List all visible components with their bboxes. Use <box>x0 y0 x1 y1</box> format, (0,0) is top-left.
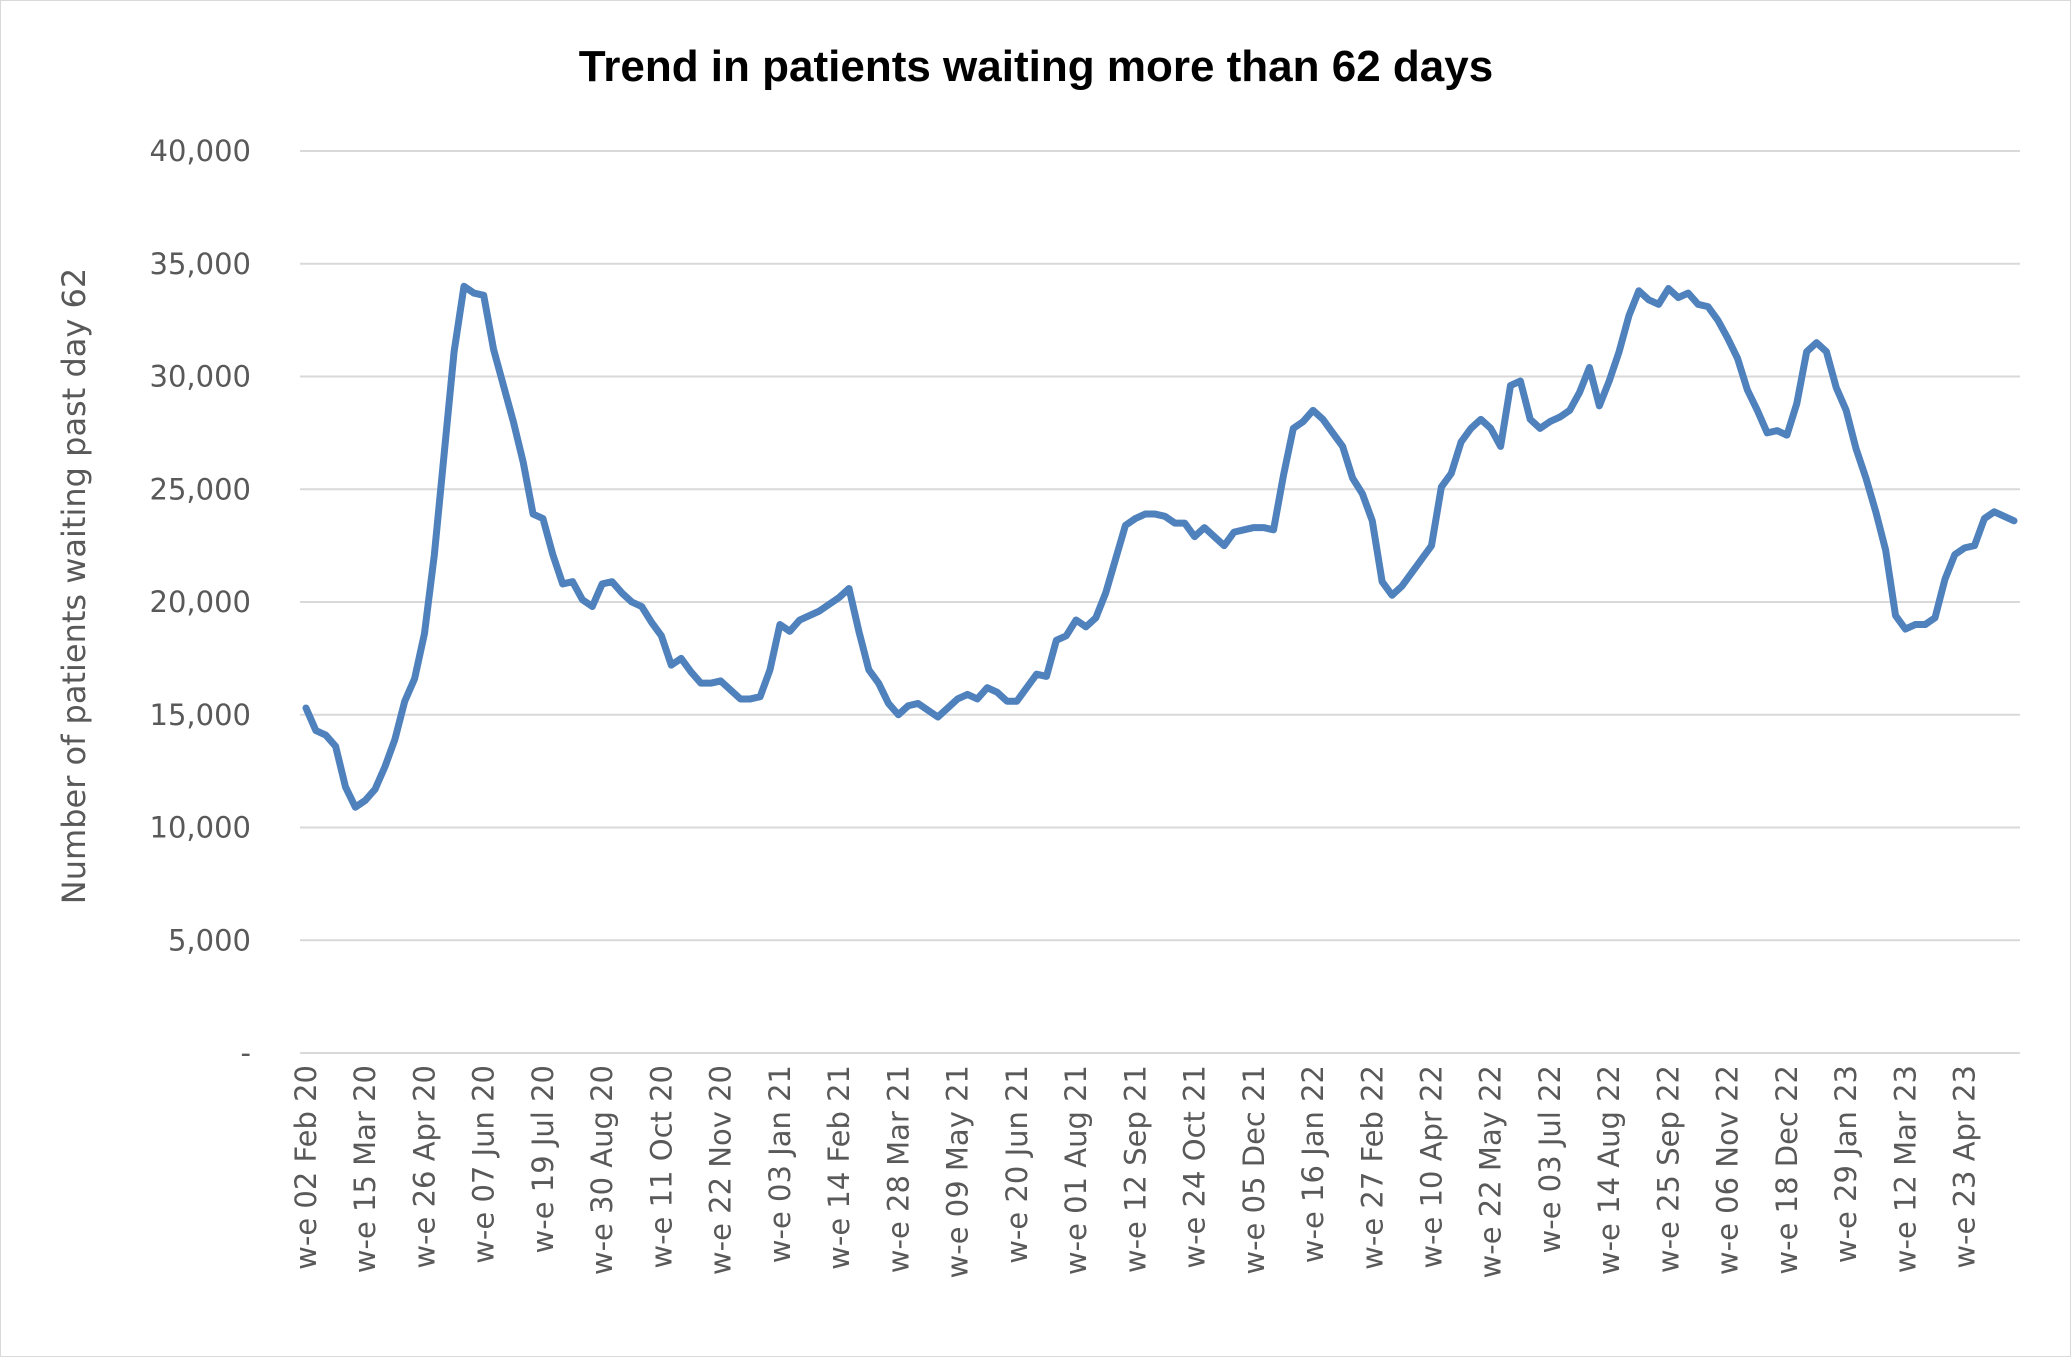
y-tick-label: 40,000 <box>150 134 251 168</box>
x-tick-label: w-e 22 May 22 <box>1474 1065 1508 1278</box>
x-tick-label: w-e 06 Nov 22 <box>1711 1065 1745 1275</box>
y-axis-title: Number of patients waiting past day 62 <box>55 268 93 904</box>
series-line <box>302 282 2018 811</box>
x-tick-label: w-e 25 Sep 22 <box>1651 1065 1685 1273</box>
y-tick-label: 25,000 <box>150 472 251 506</box>
x-axis-tick-labels: w-e 02 Feb 20 w-e 15 Mar 20 w-e 26 Apr 20 w… <box>289 1065 1982 1278</box>
y-tick-label: 30,000 <box>150 360 251 394</box>
series-layer <box>302 282 2018 811</box>
x-tick-label: w-e 12 Mar 23 <box>1888 1065 1922 1273</box>
chart-title: Trend in patients waiting more than 62 d… <box>579 42 1493 91</box>
x-tick-label: w-e 10 Apr 22 <box>1415 1065 1449 1269</box>
x-tick-label: w-e 24 Oct 21 <box>1178 1065 1212 1269</box>
x-tick-label: w-e 16 Jan 22 <box>1296 1065 1330 1263</box>
x-tick-label: w-e 07 Jun 20 <box>467 1065 501 1264</box>
y-tick-label: 5,000 <box>168 923 251 957</box>
x-tick-label: w-e 05 Dec 21 <box>1237 1065 1271 1275</box>
x-tick-label: w-e 27 Feb 22 <box>1355 1065 1389 1270</box>
x-tick-label: w-e 29 Jan 23 <box>1829 1065 1863 1263</box>
y-axis-tick-labels: - 5,000 10,000 15,000 20,000 25,000 30,000 35,0… <box>150 134 251 1070</box>
x-tick-label: w-e 20 Jun 21 <box>1000 1065 1034 1264</box>
x-tick-label: w-e 14 Feb 21 <box>822 1065 856 1270</box>
x-tick-label: w-e 23 Apr 23 <box>1948 1065 1982 1269</box>
y-tick-label: 20,000 <box>150 585 251 619</box>
x-tick-label: w-e 15 Mar 20 <box>348 1065 382 1273</box>
y-tick-label: 10,000 <box>150 811 251 845</box>
x-tick-label: w-e 02 Feb 20 <box>289 1065 323 1270</box>
x-tick-label: w-e 12 Sep 21 <box>1118 1065 1152 1273</box>
grid-lines <box>300 150 2020 942</box>
x-tick-label: w-e 30 Aug 20 <box>585 1065 619 1275</box>
x-tick-label: w-e 03 Jan 21 <box>763 1065 797 1263</box>
y-tick-label: - <box>241 1036 251 1070</box>
y-tick-label: 35,000 <box>150 247 251 281</box>
x-tick-label: w-e 18 Dec 22 <box>1770 1065 1804 1275</box>
x-tick-label: w-e 01 Aug 21 <box>1059 1065 1093 1275</box>
x-tick-label: w-e 22 Nov 20 <box>704 1065 738 1275</box>
x-tick-label: w-e 19 Jul 20 <box>526 1065 560 1253</box>
x-tick-label: w-e 26 Apr 20 <box>407 1065 441 1269</box>
x-tick-label: w-e 03 Jul 22 <box>1533 1065 1567 1253</box>
x-tick-label: w-e 11 Oct 20 <box>644 1065 678 1269</box>
y-tick-label: 15,000 <box>150 698 251 732</box>
x-tick-label: w-e 14 Aug 22 <box>1592 1065 1626 1275</box>
x-tick-label: w-e 09 May 21 <box>941 1065 975 1278</box>
x-tick-label: w-e 28 Mar 21 <box>881 1065 915 1273</box>
